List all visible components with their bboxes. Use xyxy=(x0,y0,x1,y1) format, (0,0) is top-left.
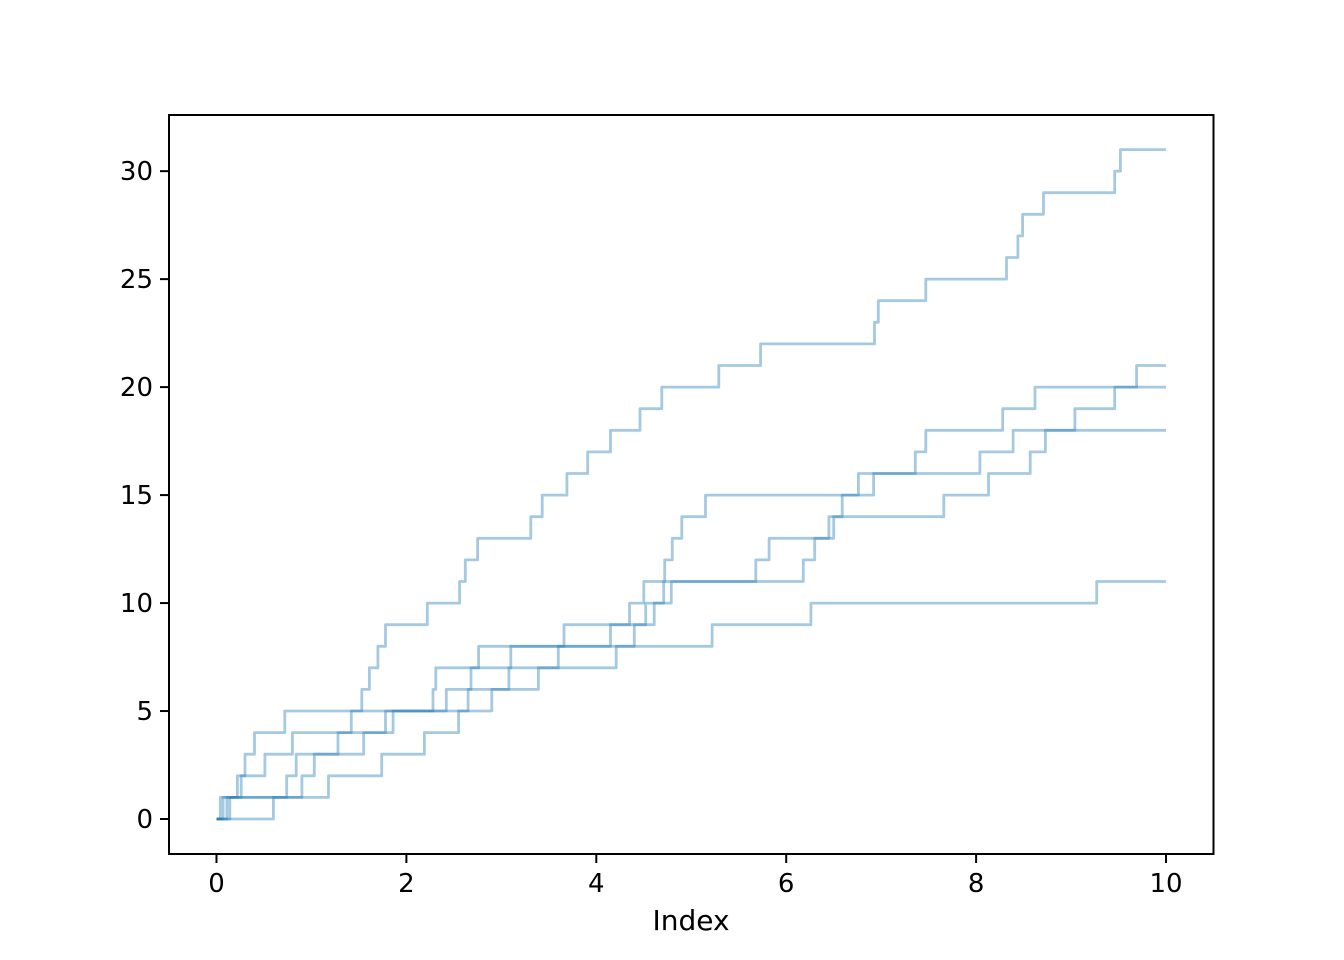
y-tick-label: 25 xyxy=(120,265,153,295)
series-line-path-1 xyxy=(216,148,1166,821)
y-tick-label: 30 xyxy=(120,157,153,187)
x-tick-label: 4 xyxy=(588,869,605,899)
series-group xyxy=(216,148,1166,821)
x-tick-label: 6 xyxy=(778,869,795,899)
series-line-path-2 xyxy=(216,364,1166,821)
x-axis-title: Index xyxy=(652,904,729,937)
series-line-path-3 xyxy=(216,385,1166,821)
axes-group: 0 2 4 6 8 10 0 5 10 15 20 25 30 xyxy=(120,114,1215,899)
y-tick-label: 20 xyxy=(120,373,153,403)
y-tick-label: 0 xyxy=(136,805,153,835)
x-tick-label: 10 xyxy=(1149,869,1182,899)
x-tick-label: 2 xyxy=(398,869,415,899)
y-tick-label: 10 xyxy=(120,589,153,619)
series-line-path-4 xyxy=(216,428,1166,821)
x-tick-label: 0 xyxy=(208,869,225,899)
x-tick-label: 8 xyxy=(968,869,985,899)
plot-spines xyxy=(168,114,1215,855)
y-tick-label: 5 xyxy=(136,697,153,727)
y-tick-label: 15 xyxy=(120,481,153,511)
series-line-path-5 xyxy=(216,580,1166,821)
